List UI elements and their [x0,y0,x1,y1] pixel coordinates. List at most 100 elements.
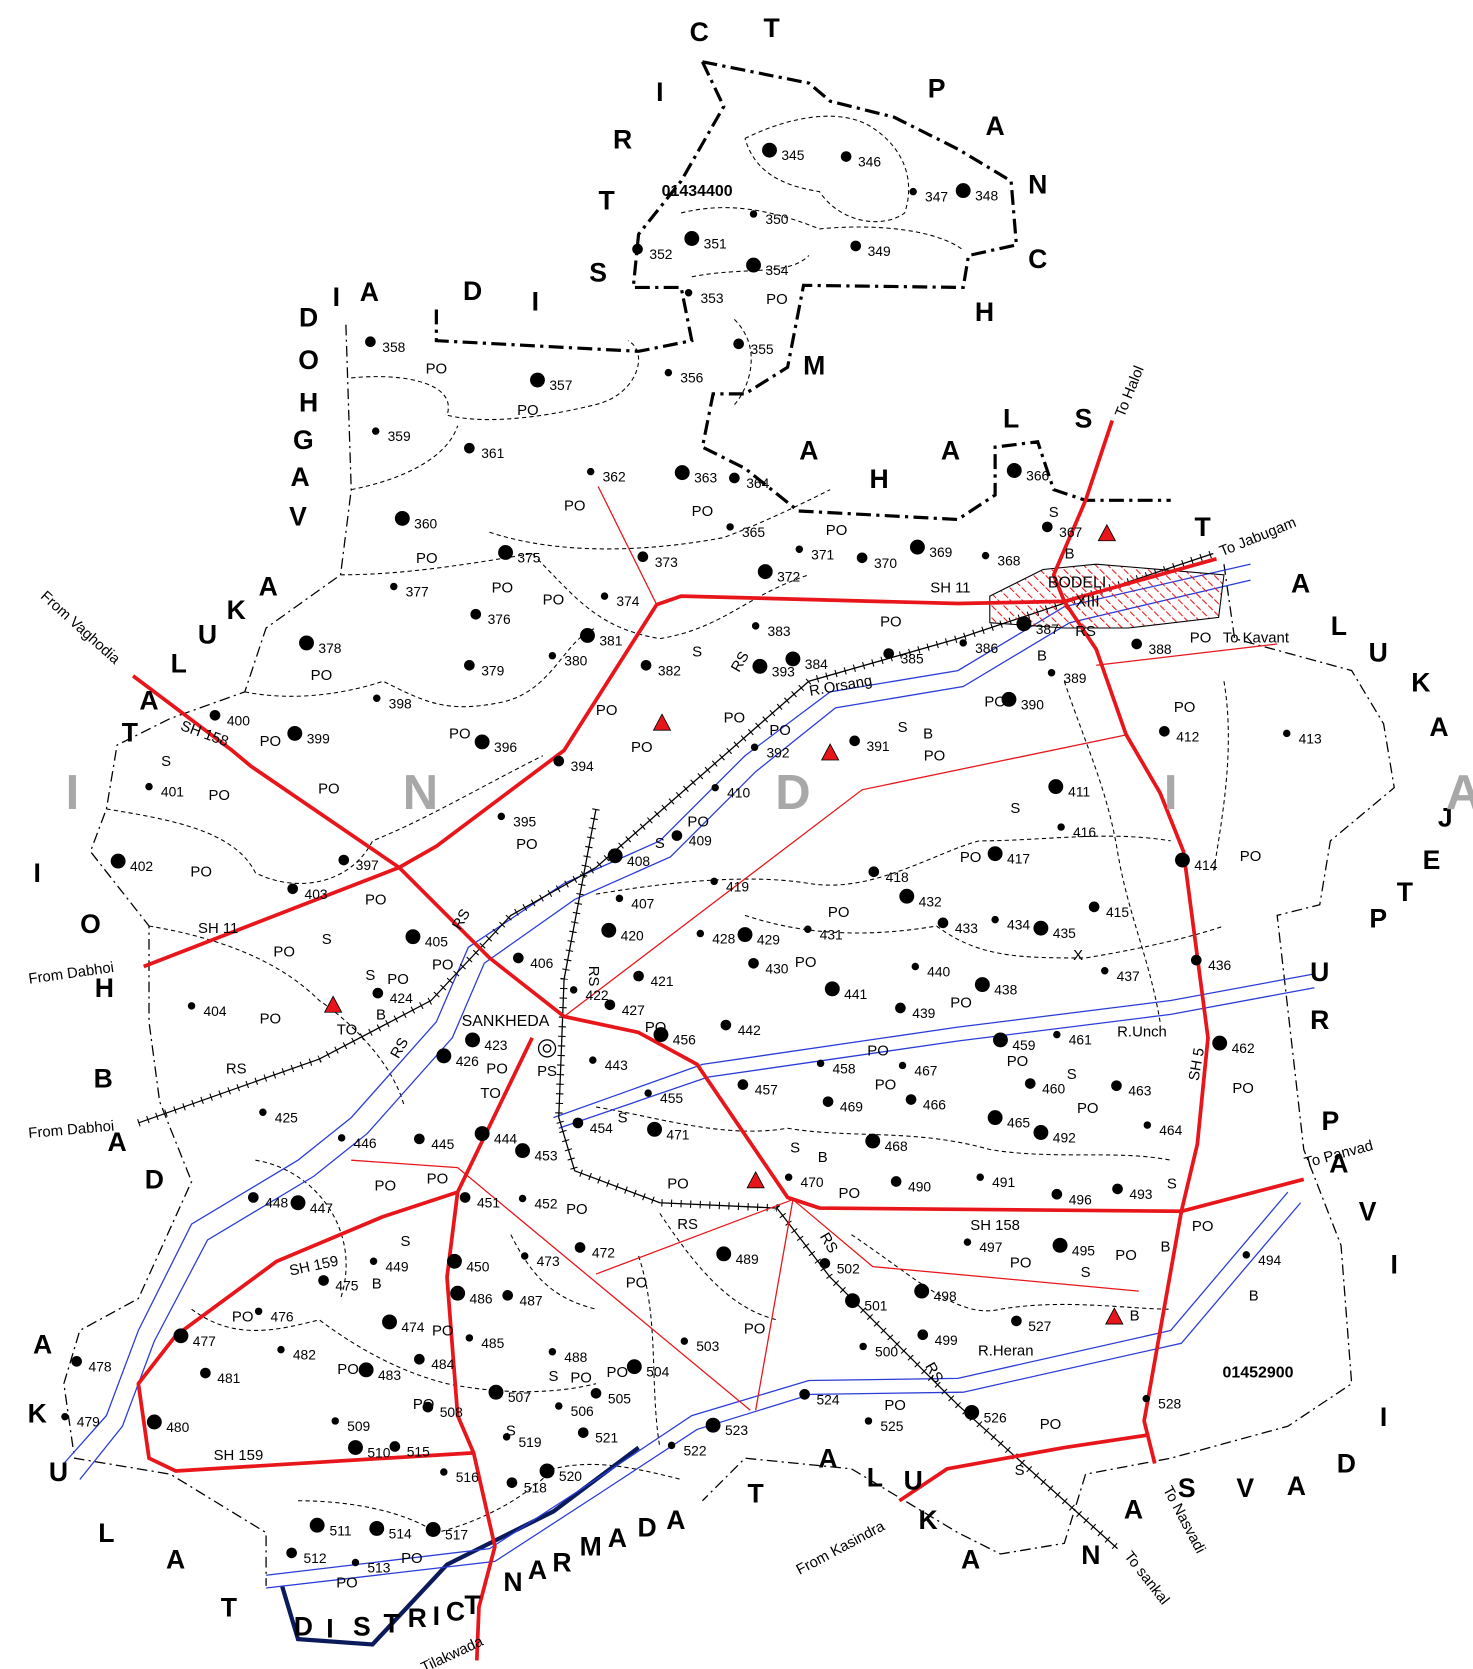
village-number: 424 [390,990,413,1006]
village-number: 477 [193,1333,216,1349]
village-number: 436 [1208,957,1231,973]
village-number: 513 [367,1560,390,1576]
village-dot [1112,1183,1123,1195]
post-office: PO [318,782,340,798]
village-number: 399 [307,730,330,746]
village-number: 454 [590,1120,613,1136]
post-office: PO [1115,1248,1137,1264]
village-number: 418 [886,869,909,885]
village-dot [1053,1030,1061,1039]
post-office: PO [1010,1255,1032,1271]
taluka-boundary [701,564,1395,1555]
village-dot [1047,669,1056,677]
village-dot [671,830,683,841]
village-dot [963,1238,972,1246]
village-dot [530,372,545,388]
town-area [989,563,1225,629]
boundary [255,1159,661,1448]
village-dot [518,1194,527,1203]
village-dot [992,1032,1008,1048]
school: S [790,1140,800,1156]
village-dot [637,551,649,563]
village-dot [539,1463,555,1479]
village-dot [667,1441,676,1450]
boundary [1063,681,1229,1022]
village-dot [348,1440,363,1455]
triangle [652,713,672,731]
village-dot [498,545,513,560]
post-office: PO [426,361,448,377]
post-office: PO [924,749,946,765]
road-label: SH 158 [970,1218,1020,1234]
village-dot [737,1079,749,1090]
village-number: 441 [844,986,867,1002]
village-number: 459 [1012,1037,1035,1053]
village-number: 523 [725,1422,748,1438]
post-office: PO [984,694,1006,710]
post-office: PO [432,957,454,973]
boundary [691,255,810,405]
village-dot [548,1348,557,1356]
village-dot [899,888,915,904]
village-dot [705,1417,721,1433]
village-number: 512 [303,1550,326,1566]
facility: TO [480,1086,500,1102]
village-dot [868,866,880,878]
road [792,1199,1139,1292]
village-number: 480 [166,1419,189,1435]
village-number: 438 [994,982,1017,998]
village-number: 368 [997,553,1020,569]
village-number: 468 [885,1138,908,1154]
village-dot [729,472,740,484]
village-dot [1041,521,1053,533]
village-dot [746,257,761,273]
village-number: 494 [1258,1252,1281,1268]
village-dot [580,628,595,643]
post-office: PO [596,703,618,719]
village-number: 466 [923,1097,946,1113]
village-dot [1033,920,1049,936]
village-number: 458 [832,1060,855,1076]
village-number: 353 [700,290,723,306]
village-number: 447 [310,1200,333,1216]
village-dot [804,925,812,933]
village-number: 388 [1149,641,1172,657]
village-dot [898,1061,907,1070]
place-name: BODELI [1048,575,1107,592]
village-dot [914,1283,930,1299]
village-dot [287,883,299,895]
village-dot [254,1307,263,1316]
village-number: 499 [935,1332,958,1348]
village-number: 479 [77,1414,100,1430]
police-station [537,1039,557,1058]
village-dot [470,608,482,620]
village-dot [512,952,524,964]
village-number: 393 [772,663,795,679]
village-number: 433 [955,920,978,936]
village-number: 521 [595,1430,618,1446]
village-number: 500 [875,1343,898,1359]
boundary [659,1213,1171,1321]
village-dot [337,1134,346,1142]
village-number: 395 [513,813,536,829]
village-number: 452 [534,1196,557,1212]
road [1051,419,1210,1464]
post-office: PO [427,1171,449,1187]
village-dot [110,853,126,869]
village-dot [710,877,718,886]
village-number: 455 [660,1090,683,1106]
village-number: 516 [456,1469,479,1485]
village-dot [733,338,744,350]
village-number: 472 [592,1244,615,1260]
post-office: PO [875,1078,897,1094]
post-office: PO [667,1177,689,1193]
village-dot [987,846,1003,862]
village-number: 495 [1072,1242,1095,1258]
post-office: PO [950,996,972,1012]
village-dot [684,289,693,297]
village-dot [145,782,153,791]
village-number: 491 [992,1174,1015,1190]
post-office: PO [336,1576,358,1592]
village-number: 400 [227,712,250,728]
